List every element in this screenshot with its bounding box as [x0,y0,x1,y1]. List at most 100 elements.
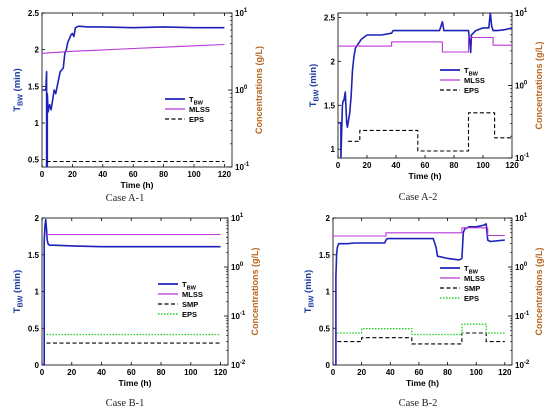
legend-label-tbw: TBW [182,280,197,292]
x-tick-label: 40 [386,368,395,377]
y-axis-label-right: Concentrations (g/L) [534,248,544,336]
y2-tick-label: 100 [235,85,248,95]
series-line-tbw [42,25,225,167]
y2-tick-label: 10-1 [231,311,246,321]
x-tick-label: 100 [470,368,484,377]
x-tick-label: 20 [68,170,77,179]
y2-tick-label: 100 [231,262,244,272]
legend-label-eps: EPS [464,294,479,303]
y2-tick-label: 10-1 [515,311,530,321]
legend-label-tbw: TBW [464,66,479,78]
y-tick-label: 0.5 [28,324,40,333]
x-tick-label: 120 [214,368,228,377]
legend-label-smp: SMP [464,284,480,293]
y-tick-label: 1 [331,145,336,154]
y-tick-label: 2 [35,214,40,223]
legend-label-tbw: TBW [189,95,204,107]
y-tick-label: 0 [35,361,40,370]
y-tick-label: 0.5 [319,324,331,333]
x-tick-label: 120 [505,161,519,170]
y2-tick-label: 101 [515,8,528,18]
x-tick-label: 80 [159,170,168,179]
y2-tick-label: 100 [515,262,528,272]
x-tick-label: 80 [450,161,459,170]
x-tick-label: 40 [392,161,401,170]
panel-caption: Case B-2 [399,398,438,409]
legend-label-eps: EPS [182,310,197,319]
y-axis-label-right: Concentrations (g/L) [254,46,264,134]
y2-tick-label: 101 [231,213,244,223]
y-tick-label: 2.5 [28,9,40,18]
x-tick-label: 0 [336,161,341,170]
legend-label-tbw: TBW [464,264,479,276]
plot-area [332,217,513,366]
y2-tick-label: 10-2 [515,360,530,370]
y-tick-label: 0.5 [28,156,40,165]
panel-caption: Case A-2 [399,192,438,203]
panel-1: 0 20 40 60 80 100 120 0.5 1 1.5 2 2.5 10-1 100 101 Time… [12,8,264,204]
x-tick-label: 60 [421,161,430,170]
y-tick-label: 1.5 [319,251,331,260]
y2-tick-label: 101 [235,8,248,18]
x-axis-label: Time (h) [406,378,439,388]
legend-label-mlss: MLSS [182,290,203,299]
series-line-tbw [333,223,505,365]
x-tick-label: 20 [357,368,366,377]
x-tick-label: 100 [187,170,201,179]
y-tick-label: 2.5 [324,13,336,22]
y-tick-label: 0 [326,361,331,370]
y-axis-label-left: TBW (min) [308,64,321,108]
x-tick-label: 0 [40,170,45,179]
y-tick-label: 1.5 [28,82,40,91]
y-axis-label-left: TBW (min) [12,270,25,314]
y-tick-label: 2 [331,57,336,66]
series-line-eps [348,112,512,152]
legend-label-mlss: MLSS [464,274,485,283]
panel-3: 0 20 40 60 80 100 120 0 0.5 1 1.5 2 10-2 10-1 100 101 Ti… [12,213,260,409]
x-tick-label: 40 [98,170,107,179]
y-tick-label: 2 [35,46,40,55]
x-tick-label: 100 [476,161,490,170]
x-tick-label: 80 [443,368,452,377]
y-axis-label-left: TBW (min) [12,68,25,112]
y-tick-label: 2 [326,214,331,223]
x-tick-label: 100 [184,368,198,377]
x-tick-label: 20 [67,368,76,377]
legend-label-eps: EPS [464,86,479,95]
y2-tick-label: 10-1 [235,162,250,172]
panel-2: 0 20 40 60 80 100 120 1 1.5 2 2.5 10-1 100 101 Time (h… [308,8,544,203]
x-tick-label: 0 [331,368,336,377]
series-line-smp [337,332,505,345]
y2-tick-label: 100 [515,81,528,91]
y-tick-label: 1.5 [324,101,336,110]
x-tick-label: 60 [127,368,136,377]
x-axis-label: Time (h) [121,180,154,190]
series-line-mlss [338,36,512,53]
x-tick-label: 40 [97,368,106,377]
y-tick-label: 1 [326,288,331,297]
legend-label-mlss: MLSS [464,76,485,85]
x-tick-label: 60 [129,170,138,179]
x-tick-label: 120 [218,170,232,179]
x-tick-label: 0 [40,368,45,377]
panel-4: 0 20 40 60 80 100 120 0 0.5 1 1.5 2 10-2 10-1 100 101 Ti… [303,213,544,409]
y-tick-label: 1.5 [28,251,40,260]
series-line-mlss [333,227,505,237]
plot-area [337,12,513,159]
y2-tick-label: 101 [515,213,528,223]
x-axis-label: Time (h) [119,378,152,388]
x-axis-label: Time (h) [409,171,442,181]
y-axis-label-right: Concentrations (g/L) [534,42,544,130]
series-line-tbw [338,13,512,158]
y-tick-label: 1 [35,119,40,128]
x-tick-label: 120 [498,368,512,377]
panel-caption: Case A-1 [106,193,145,204]
y2-tick-label: 10-1 [515,153,530,163]
y-axis-label-right: Concentrations (g/L) [250,248,260,336]
y-tick-label: 1 [35,288,40,297]
panel-caption: Case B-1 [106,398,145,409]
y-axis-label-left: TBW (min) [303,270,316,314]
